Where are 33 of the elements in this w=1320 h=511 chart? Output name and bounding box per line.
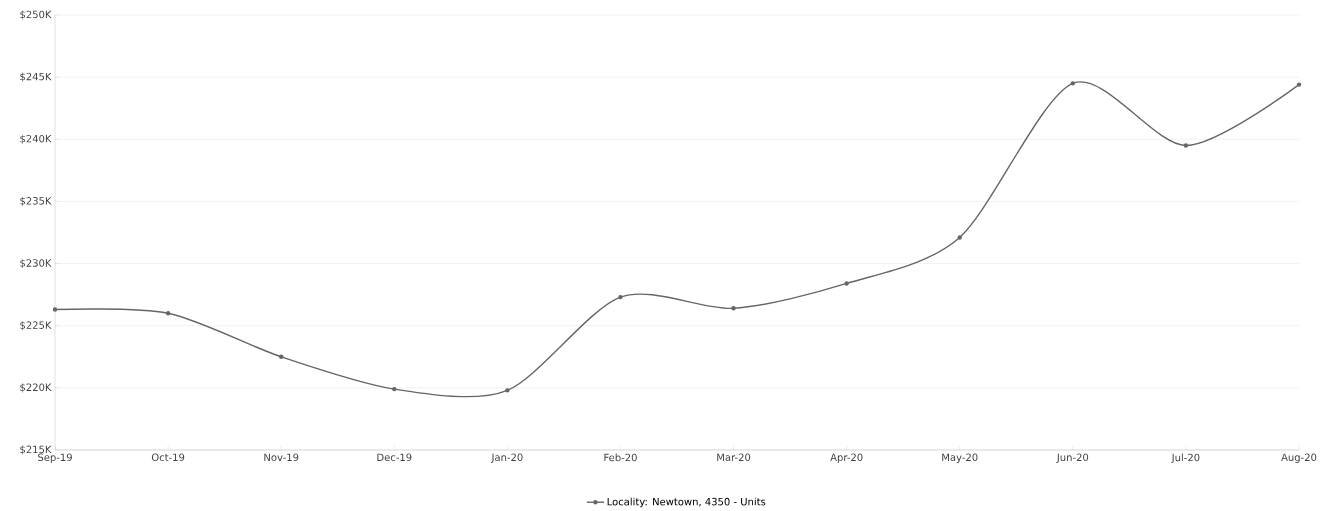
legend-label: Locality: Newtown, 4350 - Units (607, 497, 766, 508)
point (731, 306, 736, 311)
x-tick-label: Jan-20 (490, 453, 523, 463)
y-tick-label: $220K (20, 383, 52, 393)
point (165, 311, 171, 316)
point (1183, 143, 1189, 148)
x-tick-label: Oct-19 (151, 453, 185, 462)
y-tick-label: $245K (20, 72, 52, 82)
point (279, 354, 284, 359)
point (618, 294, 623, 300)
y-tick-label: $215K (20, 445, 52, 455)
point (52, 307, 58, 312)
x-tick-label: Apr-20 (830, 453, 863, 464)
x-tick-label: Nov-19 (264, 453, 299, 462)
x-tick-label: Sep-19 (38, 453, 72, 464)
point (957, 235, 962, 240)
x-tick-label: Aug-20 (1281, 453, 1317, 464)
y-tick-label: $230K (20, 259, 52, 269)
y-tick-label: $235K (20, 196, 52, 206)
y-tick-label: $240K (20, 134, 52, 144)
y-tick-label: $225K (20, 321, 52, 331)
point (1070, 81, 1076, 86)
point (392, 386, 397, 392)
point (844, 281, 849, 286)
x-tick-label: Mar-20 (717, 453, 751, 462)
x-tick-label: Jun-20 (1056, 453, 1089, 463)
x-tick-label: Feb-20 (604, 453, 637, 462)
x-tick-label: Dec-19 (377, 453, 412, 462)
y-tick-label: $250K (20, 10, 52, 20)
point (1296, 82, 1302, 87)
x-tick-label: Jul-20 (1171, 453, 1200, 464)
point (505, 388, 510, 393)
x-tick-label: May-20 (942, 453, 978, 464)
